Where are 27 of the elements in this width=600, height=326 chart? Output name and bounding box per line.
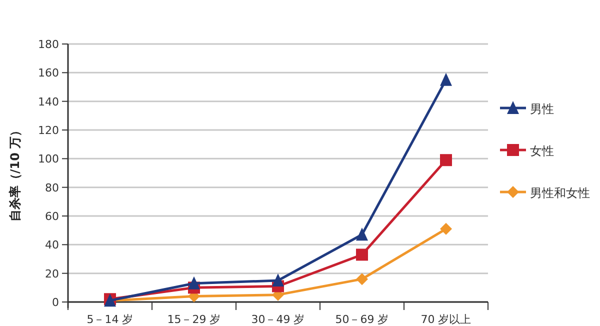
x-tick-label: 30－49 岁	[251, 313, 305, 326]
point	[356, 228, 368, 241]
point	[272, 274, 284, 286]
point	[440, 154, 452, 166]
y-axis-title: 自杀率（/10 万）	[8, 124, 22, 222]
legend-label: 男性和女性	[530, 186, 590, 200]
y-tick-label: 80	[45, 181, 59, 194]
point	[356, 273, 368, 286]
x-tick-label: 5－14 岁	[86, 313, 134, 326]
point	[440, 222, 452, 235]
point	[188, 276, 200, 290]
y-tick-label: 20	[45, 267, 59, 280]
x-tick-label: 70 岁以上	[420, 313, 472, 326]
y-tick-label: 100	[38, 152, 59, 166]
x-tick-label: 50－69 岁	[335, 313, 389, 326]
y-tick-label: 40	[45, 238, 59, 252]
point	[440, 72, 452, 86]
y-tick-label: 0	[52, 296, 59, 309]
point	[356, 248, 368, 261]
y-tick-label: 120	[38, 124, 59, 137]
y-tick-label: 160	[38, 66, 59, 80]
y-tick-label: 180	[38, 38, 59, 51]
x-tick-label: 15－29 岁	[167, 313, 221, 326]
legend-label: 男性	[530, 102, 554, 116]
legend-label: 女性	[530, 144, 554, 158]
y-tick-label: 140	[38, 95, 59, 108]
y-tick-label: 60	[45, 210, 59, 223]
